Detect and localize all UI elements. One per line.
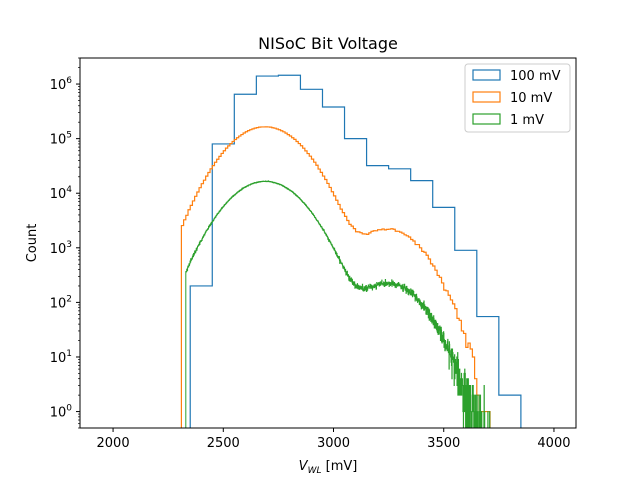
legend-swatch [472, 69, 501, 81]
plot-area [180, 74, 522, 428]
x-tick-label: 2500 [207, 436, 240, 451]
y-tick-label: 101 [50, 349, 72, 366]
chart-title: NISoC Bit Voltage [258, 34, 398, 53]
y-tick-label: 105 [50, 131, 72, 148]
y-tick-label: 104 [50, 185, 73, 202]
x-axis: 2000 2500 3000 3500 4000 [97, 428, 571, 451]
x-tick-label: 3500 [427, 436, 460, 451]
y-tick-label: 102 [50, 294, 72, 311]
legend-label: 100 mV [510, 69, 561, 84]
legend: 100 mV 10 mV 1 mV [464, 63, 571, 133]
y-tick-label: 100 [50, 404, 73, 421]
series-1-mv-line [185, 180, 491, 428]
y-tick-label: 103 [50, 240, 72, 257]
legend-label: 1 mV [510, 113, 544, 128]
y-tick-label: 106 [50, 76, 73, 93]
legend-swatch [472, 91, 501, 103]
x-axis-label-main: V [299, 459, 309, 474]
y-axis: 100 101 102 103 104 105 106 [50, 57, 80, 429]
x-axis-label-sub: WL [308, 466, 322, 476]
x-tick-label: 3000 [317, 436, 350, 451]
axes-frame [79, 57, 577, 429]
legend-label: 10 mV [510, 91, 552, 106]
x-tick-label: 4000 [537, 436, 570, 451]
series-100-mv-line [189, 74, 522, 428]
x-axis-label: VWL [mV] [299, 459, 358, 476]
legend-box [464, 63, 571, 133]
x-tick-label: 2000 [97, 436, 130, 451]
legend-swatch [472, 113, 501, 125]
x-axis-label-unit: [mV] [321, 459, 357, 474]
series-10-mv-line [180, 126, 491, 428]
y-axis-label: Count [25, 224, 40, 263]
